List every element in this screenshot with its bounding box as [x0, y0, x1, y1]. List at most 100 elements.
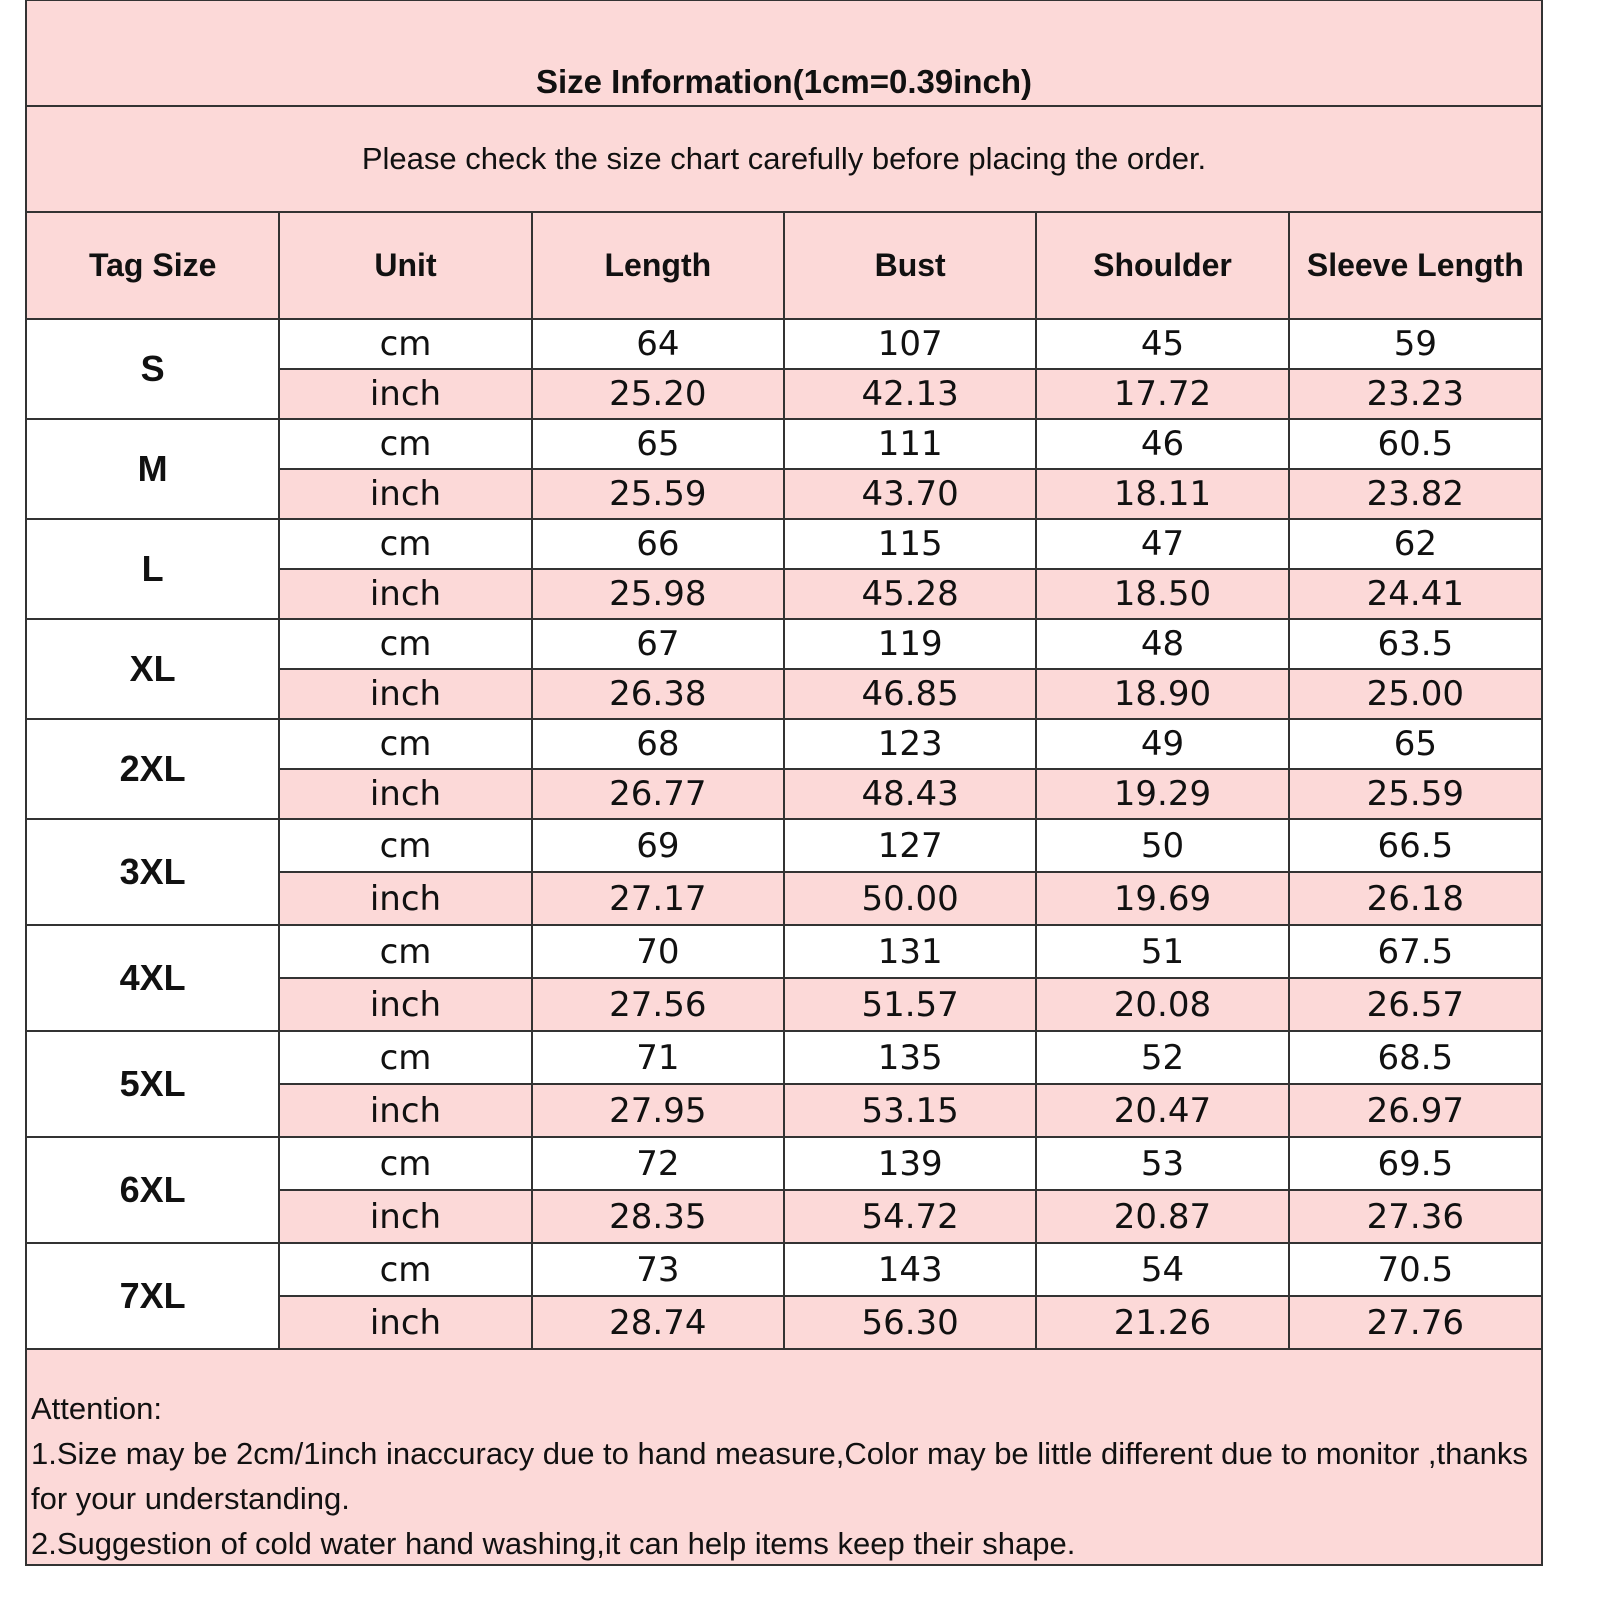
shoulder-cell: 19.69 [1035, 871, 1290, 926]
tag-size-cell: XL [27, 618, 281, 720]
unit-cell: cm [278, 1030, 533, 1085]
unit-cell: inch [278, 568, 533, 620]
sleeve-length-cell: 25.59 [1287, 768, 1541, 820]
bust-cell: 46.85 [782, 668, 1038, 720]
table-row: XL cm 67 119 48 63.5 [27, 618, 1541, 720]
table-row: inch 25.59 43.70 18.11 23.82 [27, 468, 1541, 520]
unit-cell: cm [278, 1242, 533, 1297]
sleeve-length-cell: 70.5 [1287, 1242, 1541, 1297]
table-row: inch 26.77 48.43 19.29 25.59 [27, 768, 1541, 820]
unit-cell: inch [278, 1295, 533, 1350]
bust-cell: 115 [782, 518, 1038, 570]
bust-cell: 50.00 [782, 871, 1038, 926]
unit-cell: cm [278, 518, 533, 570]
shoulder-cell: 21.26 [1035, 1295, 1290, 1350]
table-row: 4XL cm 70 131 51 67.5 [27, 924, 1541, 1032]
length-cell: 72 [530, 1136, 785, 1191]
tag-size-cell: 2XL [27, 718, 281, 820]
size-chart: Size Information(1cm=0.39inch) Please ch… [25, 0, 1543, 1566]
table-row: 7XL cm 73 143 54 70.5 [27, 1242, 1541, 1350]
unit-cell: cm [278, 1136, 533, 1191]
tag-size-cell: L [27, 518, 281, 620]
shoulder-cell: 45 [1035, 318, 1290, 370]
length-cell: 64 [530, 318, 785, 370]
shoulder-cell: 18.11 [1035, 468, 1290, 520]
shoulder-cell: 20.08 [1035, 977, 1290, 1032]
sleeve-length-cell: 26.97 [1287, 1083, 1541, 1138]
tag-size-cell: 4XL [27, 924, 281, 1032]
table-row: inch 25.98 45.28 18.50 24.41 [27, 568, 1541, 620]
table-row: inch 26.38 46.85 18.90 25.00 [27, 668, 1541, 720]
shoulder-cell: 46 [1035, 418, 1290, 470]
sleeve-length-cell: 23.23 [1287, 368, 1541, 420]
table-row: inch 27.95 53.15 20.47 26.97 [27, 1083, 1541, 1138]
table-row: 5XL cm 71 135 52 68.5 [27, 1030, 1541, 1138]
table-row: 2XL cm 68 123 49 65 [27, 718, 1541, 820]
table-row: inch 27.17 50.00 19.69 26.18 [27, 871, 1541, 926]
header-length: Length [530, 213, 785, 320]
length-cell: 71 [530, 1030, 785, 1085]
table-row: inch 28.74 56.30 21.26 27.76 [27, 1295, 1541, 1350]
unit-cell: inch [278, 977, 533, 1032]
bust-cell: 123 [782, 718, 1038, 770]
table-row: 6XL cm 72 139 53 69.5 [27, 1136, 1541, 1244]
unit-cell: cm [278, 318, 533, 370]
sleeve-length-cell: 27.76 [1287, 1295, 1541, 1350]
table-row: inch 27.56 51.57 20.08 26.57 [27, 977, 1541, 1032]
length-cell: 25.20 [530, 368, 785, 420]
sleeve-length-cell: 23.82 [1287, 468, 1541, 520]
tag-size-cell: 3XL [27, 818, 281, 926]
bust-cell: 56.30 [782, 1295, 1038, 1350]
chart-subtitle: Please check the size chart carefully be… [27, 107, 1541, 213]
sleeve-length-cell: 69.5 [1287, 1136, 1541, 1191]
bust-cell: 48.43 [782, 768, 1038, 820]
length-cell: 67 [530, 618, 785, 670]
length-cell: 68 [530, 718, 785, 770]
shoulder-cell: 19.29 [1035, 768, 1290, 820]
length-cell: 70 [530, 924, 785, 979]
sleeve-length-cell: 26.18 [1287, 871, 1541, 926]
unit-cell: cm [278, 718, 533, 770]
length-cell: 25.59 [530, 468, 785, 520]
length-cell: 73 [530, 1242, 785, 1297]
length-cell: 27.56 [530, 977, 785, 1032]
length-cell: 28.35 [530, 1189, 785, 1244]
unit-cell: inch [278, 1189, 533, 1244]
length-cell: 26.38 [530, 668, 785, 720]
shoulder-cell: 49 [1035, 718, 1290, 770]
tag-size-cell: 6XL [27, 1136, 281, 1244]
table-row: inch 25.20 42.13 17.72 23.23 [27, 368, 1541, 420]
bust-cell: 131 [782, 924, 1038, 979]
length-cell: 27.95 [530, 1083, 785, 1138]
bust-cell: 54.72 [782, 1189, 1038, 1244]
notes-heading: Attention: [31, 1391, 162, 1426]
shoulder-cell: 20.47 [1035, 1083, 1290, 1138]
unit-cell: inch [278, 1083, 533, 1138]
header-shoulder: Shoulder [1035, 213, 1290, 320]
tag-size-cell: 5XL [27, 1030, 281, 1138]
table-row: inch 28.35 54.72 20.87 27.36 [27, 1189, 1541, 1244]
unit-cell: cm [278, 924, 533, 979]
bust-cell: 53.15 [782, 1083, 1038, 1138]
unit-cell: inch [278, 871, 533, 926]
table-row: 3XL cm 69 127 50 66.5 [27, 818, 1541, 926]
length-cell: 65 [530, 418, 785, 470]
length-cell: 69 [530, 818, 785, 873]
header-row: Tag Size Unit Length Bust Shoulder Sleev… [27, 213, 1541, 320]
header-sleeve-length: Sleeve Length [1287, 213, 1541, 320]
sleeve-length-cell: 25.00 [1287, 668, 1541, 720]
length-cell: 28.74 [530, 1295, 785, 1350]
bust-cell: 107 [782, 318, 1038, 370]
sleeve-length-cell: 63.5 [1287, 618, 1541, 670]
unit-cell: inch [278, 468, 533, 520]
bust-cell: 43.70 [782, 468, 1038, 520]
unit-cell: cm [278, 818, 533, 873]
chart-title: Size Information(1cm=0.39inch) [27, 1, 1541, 107]
shoulder-cell: 20.87 [1035, 1189, 1290, 1244]
tag-size-cell: M [27, 418, 281, 520]
shoulder-cell: 47 [1035, 518, 1290, 570]
shoulder-cell: 18.90 [1035, 668, 1290, 720]
sleeve-length-cell: 62 [1287, 518, 1541, 570]
tag-size-cell: 7XL [27, 1242, 281, 1350]
